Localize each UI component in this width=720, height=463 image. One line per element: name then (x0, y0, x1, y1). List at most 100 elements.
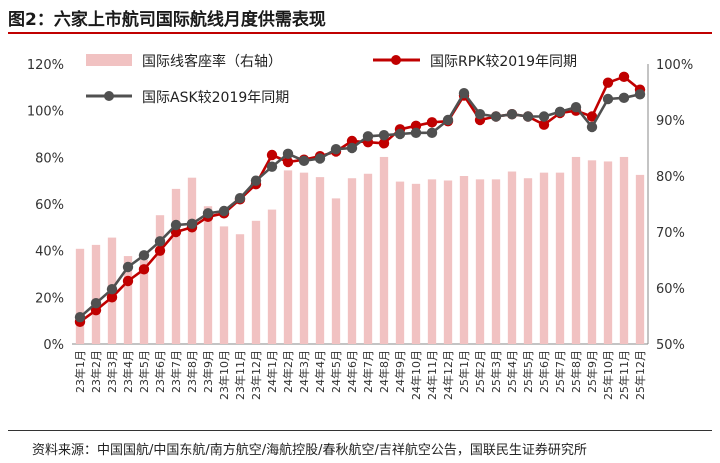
x-tick-label: 24年6月 (345, 350, 359, 393)
ask-point (298, 155, 310, 167)
ask-point (442, 114, 454, 126)
x-tick-label: 23年12月 (249, 350, 263, 400)
x-tick-label: 23年11月 (233, 350, 247, 400)
rpk-point (282, 156, 294, 168)
x-tick-label: 23年3月 (105, 350, 119, 393)
ask-point (426, 127, 438, 139)
ask-point (570, 101, 582, 113)
x-tick-label: 24年5月 (329, 350, 343, 393)
x-tick-label: 25年9月 (585, 350, 599, 393)
right-tick-label: 80% (656, 170, 685, 185)
ask-point (74, 311, 86, 323)
bar (571, 156, 581, 344)
x-tick-label: 25年12月 (633, 350, 647, 400)
bar (507, 171, 517, 344)
x-tick-label: 24年1月 (265, 350, 279, 393)
rpk-point (586, 111, 598, 122)
x-tick-label: 24年2月 (281, 350, 295, 393)
ask-point (506, 108, 518, 120)
ask-point (474, 108, 486, 120)
right-tick-label: 60% (656, 282, 685, 297)
x-tick-label: 23年8月 (185, 350, 199, 393)
x-tick-label: 23年9月 (201, 350, 215, 393)
left-tick-label: 80% (35, 151, 64, 166)
x-tick-label: 24年9月 (393, 350, 407, 393)
ask-point (586, 121, 598, 133)
x-tick-label: 25年3月 (489, 350, 503, 393)
ask-point (554, 106, 566, 118)
x-tick-label: 23年7月 (169, 350, 183, 393)
bar (315, 177, 325, 344)
line-series (74, 71, 646, 328)
ask-point (490, 111, 502, 122)
bar (603, 161, 613, 344)
bar (91, 244, 101, 344)
x-tick-label: 25年11月 (617, 350, 631, 400)
x-tick-label: 24年12月 (441, 350, 455, 400)
rpk-point (618, 71, 630, 83)
ask-point (170, 219, 182, 231)
left-tick-label: 40% (35, 245, 64, 260)
right-tick-label: 70% (656, 226, 685, 241)
ask-point (330, 143, 342, 155)
ask-point (634, 89, 646, 100)
bar (411, 183, 421, 344)
rpk-point (426, 117, 438, 128)
ask-point (186, 218, 198, 230)
left-tick-label: 60% (35, 198, 64, 213)
ask-point (394, 128, 406, 140)
x-tick-label: 24年8月 (377, 350, 391, 393)
bar (155, 215, 165, 344)
bar (219, 226, 229, 344)
bar (123, 256, 133, 344)
bar (363, 173, 373, 344)
ask-point (602, 93, 614, 105)
x-tick-label: 23年5月 (137, 350, 151, 393)
bar (523, 178, 533, 344)
ask-point (218, 205, 230, 217)
x-tick-label: 23年6月 (153, 350, 167, 393)
legend: 国际线客座率（右轴） 国际RPK较2019年同期 国际ASK较2019年同期 (86, 53, 577, 106)
bar (555, 172, 565, 344)
x-tick-label: 25年7月 (553, 350, 567, 393)
ask-point (154, 236, 166, 247)
bar (427, 179, 437, 344)
x-tick-label: 23年1月 (73, 350, 87, 393)
ask-point (266, 161, 278, 172)
x-tick-label: 25年6月 (537, 350, 551, 393)
ask-point (122, 261, 134, 273)
x-tick-label: 25年8月 (569, 350, 583, 393)
rpk-point (138, 264, 150, 275)
ask-point (522, 111, 534, 122)
bar (539, 172, 549, 344)
source-note: 资料来源：中国国航/中国东航/南方航空/海航控股/春秋航空/吉祥航空公告，国联民… (32, 443, 587, 458)
bar (75, 248, 85, 344)
source-rule (8, 430, 712, 431)
x-tick-label: 23年4月 (121, 350, 135, 393)
bar (187, 177, 197, 344)
axes: 0% 20% 40% 60% 80% 100% 120% 50% 60% 70% 80% 90% 100… (27, 58, 693, 400)
bar (379, 156, 389, 344)
bar (331, 198, 341, 344)
legend-label-bar: 国际线客座率（右轴） (142, 53, 282, 70)
x-tick-label: 23年10月 (217, 350, 231, 400)
title-rule (8, 32, 712, 34)
left-tick-label: 120% (27, 58, 64, 73)
x-tick-label: 25年1月 (457, 350, 471, 393)
rpk-point (154, 245, 166, 256)
ask-point (362, 131, 374, 142)
bar-series (75, 156, 645, 344)
bar (203, 206, 213, 344)
chart: 0% 20% 40% 60% 80% 100% 120% 50% 60% 70% 80% 90% 100… (27, 53, 693, 400)
ask-point (314, 153, 326, 164)
bar (475, 179, 485, 344)
ask-point (378, 129, 390, 141)
legend-swatch-bar (86, 54, 132, 66)
x-tick-label: 23年2月 (89, 350, 103, 393)
right-tick-label: 100% (656, 58, 693, 73)
left-tick-label: 0% (43, 338, 64, 353)
rpk-point (122, 275, 134, 287)
ask-point (202, 208, 214, 219)
ask-point (346, 142, 358, 154)
chart-frame (72, 64, 649, 345)
